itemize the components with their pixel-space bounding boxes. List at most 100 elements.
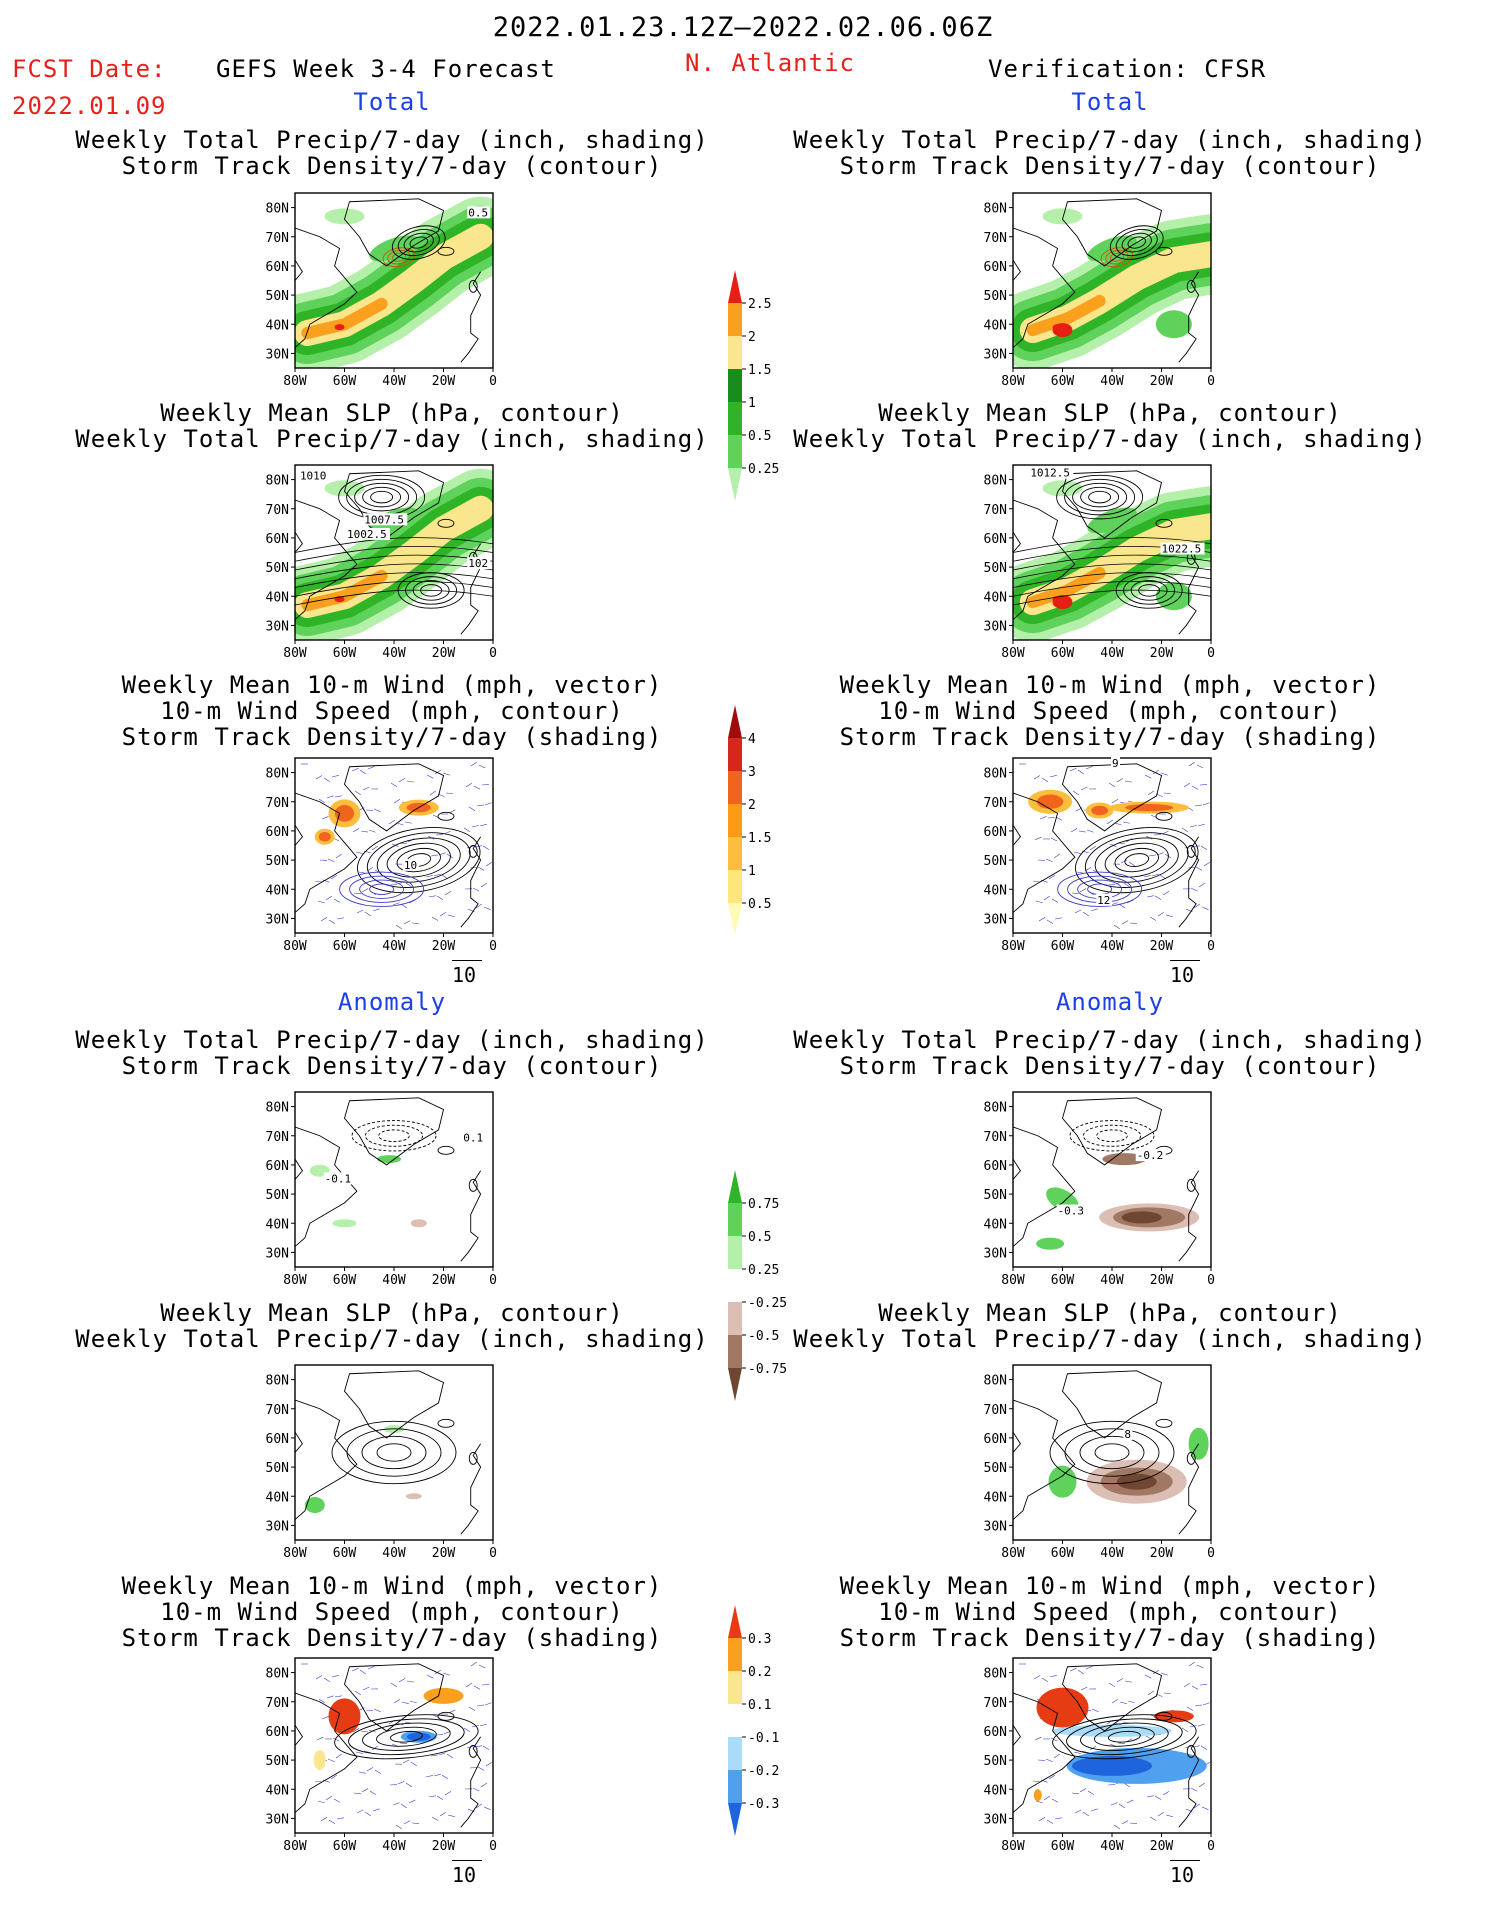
y-tick-label: 70N bbox=[266, 1130, 289, 1145]
map-fcst-wind-anom: 80W 60W 40W 20W 0 80N 70N 60N 50N 40N 30N bbox=[266, 1657, 497, 1854]
colorbar-swatch bbox=[728, 270, 742, 303]
panel-title-fcst-precip-anom: Weekly Total Precip/7-day (inch, shading… bbox=[75, 1026, 709, 1080]
colorbar-tick-label: -0.3 bbox=[748, 1797, 779, 1812]
map-fcst-slp-anom: 80W 60W 40W 20W 0 80N 70N 60N 50N 40N 30N bbox=[266, 1364, 497, 1561]
colorbar-tick-label: -0.75 bbox=[748, 1362, 787, 1377]
colorbar-swatch bbox=[728, 1302, 742, 1335]
x-tick-label: 40W bbox=[382, 1839, 406, 1854]
y-tick-label: 70N bbox=[266, 1403, 289, 1418]
x-tick-label: 60W bbox=[333, 1839, 357, 1854]
y-tick-label: 60N bbox=[984, 825, 1007, 840]
x-tick-label: 0 bbox=[1207, 1839, 1215, 1854]
y-tick-label: 70N bbox=[984, 1403, 1007, 1418]
x-tick-label: 60W bbox=[1051, 1546, 1075, 1561]
y-tick-label: 50N bbox=[266, 1188, 289, 1203]
x-tick-label: 20W bbox=[1150, 1273, 1174, 1288]
region-title: N. Atlantic bbox=[685, 49, 855, 77]
y-tick-label: 50N bbox=[984, 289, 1007, 304]
map-fcst-slp-total: 80W 60W 40W 20W 0 80N 70N 60N 50N 40N 30N 1010 1007.… bbox=[266, 464, 497, 661]
x-tick-label: 20W bbox=[1150, 374, 1174, 389]
contour-label: 102 bbox=[468, 557, 488, 570]
x-tick-label: 0 bbox=[1207, 1273, 1215, 1288]
period-title: 2022.01.23.12Z–2022.02.06.06Z bbox=[492, 12, 994, 43]
colorbar-swatch bbox=[728, 1203, 742, 1236]
colorbar-tick-label: -0.2 bbox=[748, 1764, 779, 1779]
map-fcst-precip-anom: 80W 60W 40W 20W 0 80N 70N 60N 50N 40N 30N 0.1 -0.1 bbox=[266, 1091, 497, 1288]
y-tick-label: 30N bbox=[266, 1246, 289, 1261]
colorbar-swatch bbox=[728, 1770, 742, 1803]
y-tick-label: 60N bbox=[266, 260, 289, 275]
y-tick-label: 80N bbox=[266, 1374, 289, 1389]
colorbar-swatch bbox=[728, 1335, 742, 1368]
x-tick-label: 60W bbox=[333, 939, 357, 954]
map-cfsr-precip-total: 80W 60W 40W 20W 0 80N 70N 60N 50N 40N 30N bbox=[984, 192, 1215, 389]
colorbar-tick-label: 1.5 bbox=[748, 831, 771, 846]
contour-label: -0.2 bbox=[1137, 1149, 1164, 1162]
y-tick-label: 80N bbox=[266, 202, 289, 217]
x-tick-label: 80W bbox=[1001, 1273, 1025, 1288]
y-tick-label: 70N bbox=[984, 231, 1007, 246]
y-tick-label: 30N bbox=[984, 912, 1007, 927]
colorbar-tick-label: -0.25 bbox=[748, 1296, 787, 1311]
map-cfsr-precip-anom: 80W 60W 40W 20W 0 80N 70N 60N 50N 40N 30N -0.2 -0.3 bbox=[984, 1091, 1215, 1288]
colorbar-swatch bbox=[728, 303, 742, 336]
x-tick-label: 60W bbox=[1051, 646, 1075, 661]
panel-title-cfsr-precip-total: Weekly Total Precip/7-day (inch, shading… bbox=[793, 126, 1427, 180]
y-tick-label: 50N bbox=[984, 1461, 1007, 1476]
vector-reference-fcst-total: 10 bbox=[452, 960, 482, 987]
panel-title-cfsr-slp-anom: Weekly Mean SLP (hPa, contour) Weekly Tot… bbox=[793, 1299, 1427, 1353]
x-tick-label: 40W bbox=[382, 1546, 406, 1561]
colorbar-tick-label: 3 bbox=[748, 765, 756, 780]
y-tick-label: 70N bbox=[266, 1696, 289, 1711]
y-tick-label: 40N bbox=[266, 590, 289, 605]
y-tick-label: 40N bbox=[266, 318, 289, 333]
x-tick-label: 40W bbox=[1100, 1839, 1124, 1854]
x-tick-label: 40W bbox=[1100, 939, 1124, 954]
x-tick-label: 60W bbox=[1051, 939, 1075, 954]
x-tick-label: 60W bbox=[333, 646, 357, 661]
map-cfsr-slp-anom: 80W 60W 40W 20W 0 80N 70N 60N 50N 40N 30N 8 bbox=[984, 1364, 1215, 1561]
x-tick-label: 80W bbox=[283, 1839, 307, 1854]
y-tick-label: 60N bbox=[984, 1159, 1007, 1174]
y-tick-label: 60N bbox=[984, 1432, 1007, 1447]
y-tick-label: 50N bbox=[984, 561, 1007, 576]
y-tick-label: 60N bbox=[266, 1725, 289, 1740]
colorbar-swatch bbox=[728, 1368, 742, 1401]
map-cfsr-wind-total: 80W 60W 40W 20W 0 80N 70N 60N 50N 40N 30N 9 12 bbox=[984, 756, 1215, 954]
contour-label: 10 bbox=[404, 859, 417, 872]
y-tick-label: 50N bbox=[984, 854, 1007, 869]
colorbar-swatch bbox=[728, 336, 742, 369]
contour-label: 12 bbox=[1097, 894, 1110, 907]
y-tick-label: 80N bbox=[984, 767, 1007, 782]
x-tick-label: 0 bbox=[489, 1546, 497, 1561]
x-tick-label: 80W bbox=[283, 646, 307, 661]
x-tick-label: 80W bbox=[1001, 646, 1025, 661]
colorbar-swatch bbox=[728, 402, 742, 435]
colorbar-tick-label: -0.1 bbox=[748, 1731, 779, 1746]
y-tick-label: 60N bbox=[266, 532, 289, 547]
colorbar-swatch bbox=[728, 369, 742, 402]
colorbar-tick-label: 0.3 bbox=[748, 1632, 771, 1647]
colorbar-swatch bbox=[728, 435, 742, 468]
y-tick-label: 50N bbox=[266, 1754, 289, 1769]
panel-title-fcst-wind-anom: Weekly Mean 10-m Wind (mph, vector) 10-m … bbox=[121, 1572, 663, 1652]
y-tick-label: 80N bbox=[266, 1101, 289, 1116]
colorbar-tick-label: 1 bbox=[748, 864, 756, 879]
panel-title-fcst-slp-total: Weekly Mean SLP (hPa, contour) Weekly Tot… bbox=[75, 399, 709, 453]
y-tick-label: 40N bbox=[984, 590, 1007, 605]
contour-label: 9 bbox=[1112, 757, 1119, 770]
x-tick-label: 80W bbox=[1001, 1839, 1025, 1854]
y-tick-label: 80N bbox=[266, 767, 289, 782]
y-tick-label: 40N bbox=[984, 318, 1007, 333]
y-tick-label: 50N bbox=[266, 1461, 289, 1476]
colorbar-tick-label: 1.5 bbox=[748, 363, 771, 378]
x-tick-label: 60W bbox=[1051, 374, 1075, 389]
x-tick-label: 40W bbox=[1100, 1546, 1124, 1561]
x-tick-label: 40W bbox=[382, 939, 406, 954]
y-tick-label: 30N bbox=[266, 1519, 289, 1534]
colorbar-swatch bbox=[728, 1671, 742, 1704]
x-tick-label: 20W bbox=[1150, 1546, 1174, 1561]
fcst-date-label: FCST Date: bbox=[12, 55, 167, 83]
y-tick-label: 40N bbox=[984, 1217, 1007, 1232]
vector-reference-cfsr-total: 10 bbox=[1170, 960, 1200, 987]
